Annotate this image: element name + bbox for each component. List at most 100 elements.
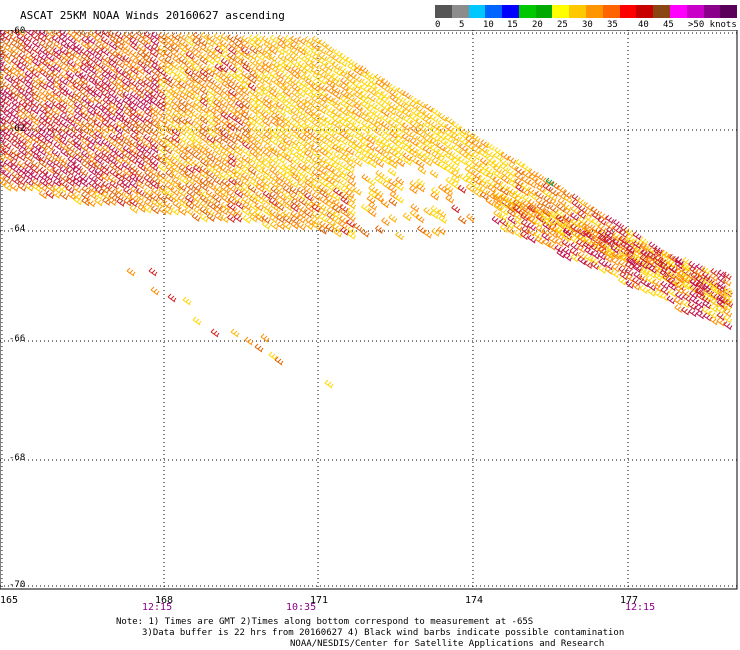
wind-barb <box>269 136 279 146</box>
wind-barb <box>184 122 194 131</box>
wind-barb <box>88 184 98 194</box>
wind-barb <box>261 178 271 188</box>
wind-barb <box>115 138 125 147</box>
wind-barb <box>584 253 594 263</box>
wind-barb <box>290 47 300 57</box>
wind-barb <box>479 191 489 201</box>
wind-barb <box>179 91 189 101</box>
wind-barb <box>45 190 55 199</box>
wind-barb <box>87 54 97 64</box>
wind-barb <box>248 160 258 170</box>
wind-barb <box>361 71 370 81</box>
wind-barb <box>59 88 69 97</box>
wind-barb <box>276 113 285 123</box>
wind-barb <box>240 81 250 91</box>
wind-barb <box>31 32 40 42</box>
wind-barb <box>199 116 209 125</box>
wind-barb <box>514 229 523 239</box>
wind-barb <box>0 153 6 162</box>
wind-barb <box>304 221 314 231</box>
wind-barb <box>291 59 300 69</box>
wind-barb <box>395 111 405 120</box>
wind-barb <box>534 211 544 221</box>
wind-barb <box>717 281 726 290</box>
wind-barb <box>200 44 209 54</box>
wind-barb <box>381 115 391 124</box>
wind-barb <box>368 189 378 199</box>
wind-barb <box>101 155 111 165</box>
wind-barb <box>199 213 209 223</box>
wind-barb <box>185 164 195 174</box>
wind-barb <box>319 196 329 206</box>
wind-barb <box>46 129 55 139</box>
wind-barb <box>136 30 146 39</box>
wind-barb <box>605 249 615 259</box>
wind-barb <box>17 75 26 84</box>
legend-swatch <box>653 5 670 18</box>
wind-barb <box>30 147 40 156</box>
wind-barb <box>297 71 307 81</box>
wind-barb <box>93 161 103 171</box>
wind-barb <box>366 71 376 80</box>
wind-barb <box>297 221 306 231</box>
wind-barb <box>114 155 124 165</box>
wind-barb <box>137 36 147 46</box>
legend-label: 25 <box>557 20 568 30</box>
wind-barb <box>388 178 398 188</box>
legend-swatch <box>468 5 486 18</box>
wind-barb <box>708 310 718 320</box>
wind-barb <box>129 97 138 106</box>
wind-barb <box>333 48 343 58</box>
wind-barb <box>452 121 461 131</box>
wind-barb <box>241 166 251 176</box>
wind-barb <box>520 202 529 211</box>
wind-barb <box>164 103 174 113</box>
wind-barb <box>184 110 194 119</box>
wind-barb <box>347 230 357 240</box>
wind-barb <box>185 146 194 155</box>
wind-barb <box>87 113 97 123</box>
wind-barb <box>466 213 476 223</box>
wind-barb <box>185 194 194 204</box>
wind-barb <box>235 87 245 97</box>
wind-barb <box>332 204 341 214</box>
wind-barb <box>234 56 244 66</box>
wind-barb <box>235 46 244 56</box>
wind-barb <box>576 233 586 243</box>
wind-barb <box>255 190 265 200</box>
wind-barb <box>163 206 173 216</box>
wind-barb <box>290 120 300 129</box>
wind-barb <box>24 159 33 169</box>
wind-barb <box>179 152 189 162</box>
wind-barb <box>318 213 328 223</box>
wind-barb <box>450 132 460 142</box>
wind-barb <box>219 99 229 109</box>
legend-swatch <box>619 5 637 18</box>
wind-barb <box>157 109 167 119</box>
wind-barb <box>549 198 559 208</box>
wind-barb <box>135 187 145 197</box>
wind-barb <box>549 205 559 214</box>
wind-barb <box>199 177 209 187</box>
wind-barb <box>53 159 62 169</box>
wind-barb <box>255 94 265 104</box>
wind-barb <box>641 261 651 270</box>
wind-barb <box>10 87 20 97</box>
wind-barb <box>72 34 82 43</box>
wind-barb <box>137 43 146 53</box>
wind-barb <box>268 351 278 361</box>
wind-barb <box>115 66 125 76</box>
wind-barb <box>681 281 691 291</box>
wind-barb <box>275 178 285 188</box>
wind-barb <box>192 31 202 41</box>
wind-barb <box>541 207 551 217</box>
wind-barb <box>80 40 90 50</box>
wind-barb <box>339 215 348 225</box>
wind-barb <box>178 141 188 150</box>
wind-barb <box>500 175 510 185</box>
wind-barb <box>361 203 370 213</box>
wind-barb <box>241 51 251 61</box>
wind-barb <box>151 205 160 215</box>
wind-barb <box>72 166 82 176</box>
wind-barb <box>107 174 117 184</box>
